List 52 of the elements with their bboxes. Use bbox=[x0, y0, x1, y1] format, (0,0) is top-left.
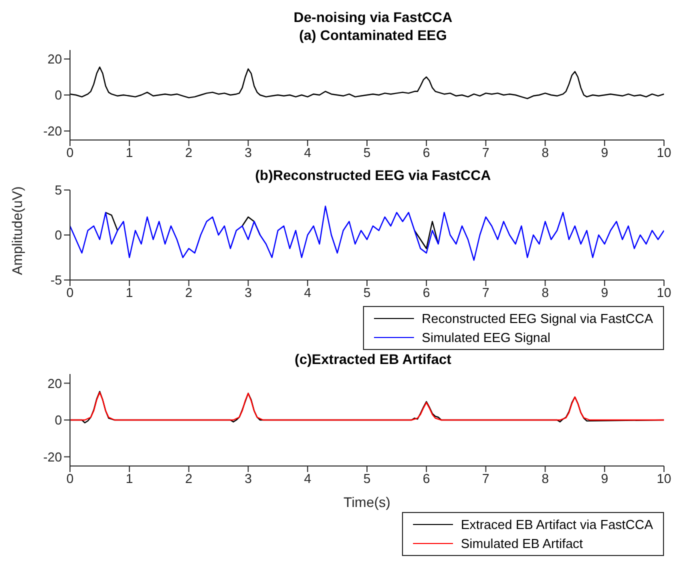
x-tick-label: 7 bbox=[482, 285, 490, 300]
x-tick-label: 3 bbox=[244, 471, 252, 486]
y-tick-label: 5 bbox=[54, 182, 62, 198]
y-tick-label: 20 bbox=[48, 52, 62, 67]
legend-label: Simulated EEG Signal bbox=[422, 329, 550, 347]
y-tick-label: -5 bbox=[50, 272, 62, 288]
x-tick-label: 0 bbox=[66, 145, 74, 160]
legend-label: Reconstructed EEG Signal via FastCCA bbox=[422, 310, 653, 328]
chart-title: (c)Extracted EB Artifact bbox=[294, 350, 452, 368]
x-tick-label: 8 bbox=[542, 285, 549, 300]
x-tick-label: 0 bbox=[66, 285, 74, 300]
x-tick-label: 1 bbox=[126, 145, 134, 160]
x-axis-title: Time(s) bbox=[344, 494, 390, 510]
y-axis-title: Amplitude(uV) bbox=[8, 186, 25, 275]
x-tick-label: 5 bbox=[363, 285, 371, 300]
x-tick-label: 9 bbox=[600, 285, 608, 300]
x-tick-label: 5 bbox=[363, 471, 371, 486]
x-tick-label: 10 bbox=[656, 145, 672, 160]
y-tick-label: 0 bbox=[54, 412, 62, 428]
x-tick-label: 4 bbox=[304, 145, 312, 160]
x-tick-label: 9 bbox=[600, 471, 608, 486]
x-tick-label: 5 bbox=[363, 145, 371, 160]
y-tick-label: -20 bbox=[43, 124, 62, 139]
chart-title: (b)Reconstructed EEG via FastCCA bbox=[254, 166, 492, 184]
x-tick-label: 1 bbox=[126, 471, 134, 486]
x-tick-label: 6 bbox=[422, 285, 430, 300]
x-tick-label: 6 bbox=[422, 145, 430, 160]
x-tick-label: 2 bbox=[185, 145, 192, 160]
x-tick-label: 7 bbox=[482, 471, 490, 486]
x-tick-label: 7 bbox=[482, 145, 490, 160]
x-tick-label: 4 bbox=[304, 285, 312, 300]
x-tick-label: 6 bbox=[422, 471, 430, 486]
x-tick-label: 9 bbox=[600, 145, 608, 160]
x-tick-label: 4 bbox=[304, 471, 312, 486]
chart-subtitle: (a) Contaminated EEG bbox=[298, 26, 448, 44]
x-tick-label: 10 bbox=[656, 471, 672, 486]
y-tick-label: 0 bbox=[54, 228, 62, 243]
y-tick-label: 20 bbox=[48, 376, 62, 391]
x-tick-label: 8 bbox=[542, 145, 549, 160]
x-tick-label: 3 bbox=[244, 285, 252, 300]
legend-label: Simulated EB Artifact bbox=[460, 535, 583, 553]
y-tick-label: 0 bbox=[54, 88, 62, 103]
x-tick-label: 8 bbox=[542, 471, 549, 486]
legend-label: Extraced EB Artifact via FastCCA bbox=[460, 516, 653, 534]
x-tick-label: 2 bbox=[185, 471, 192, 486]
x-tick-label: 2 bbox=[185, 285, 192, 300]
x-tick-label: 10 bbox=[656, 285, 672, 300]
y-tick-label: -20 bbox=[43, 449, 62, 464]
x-tick-label: 3 bbox=[244, 145, 252, 160]
x-tick-label: 0 bbox=[66, 471, 74, 486]
chart-title: De-noising via FastCCA bbox=[292, 8, 454, 26]
x-tick-label: 1 bbox=[126, 285, 134, 300]
